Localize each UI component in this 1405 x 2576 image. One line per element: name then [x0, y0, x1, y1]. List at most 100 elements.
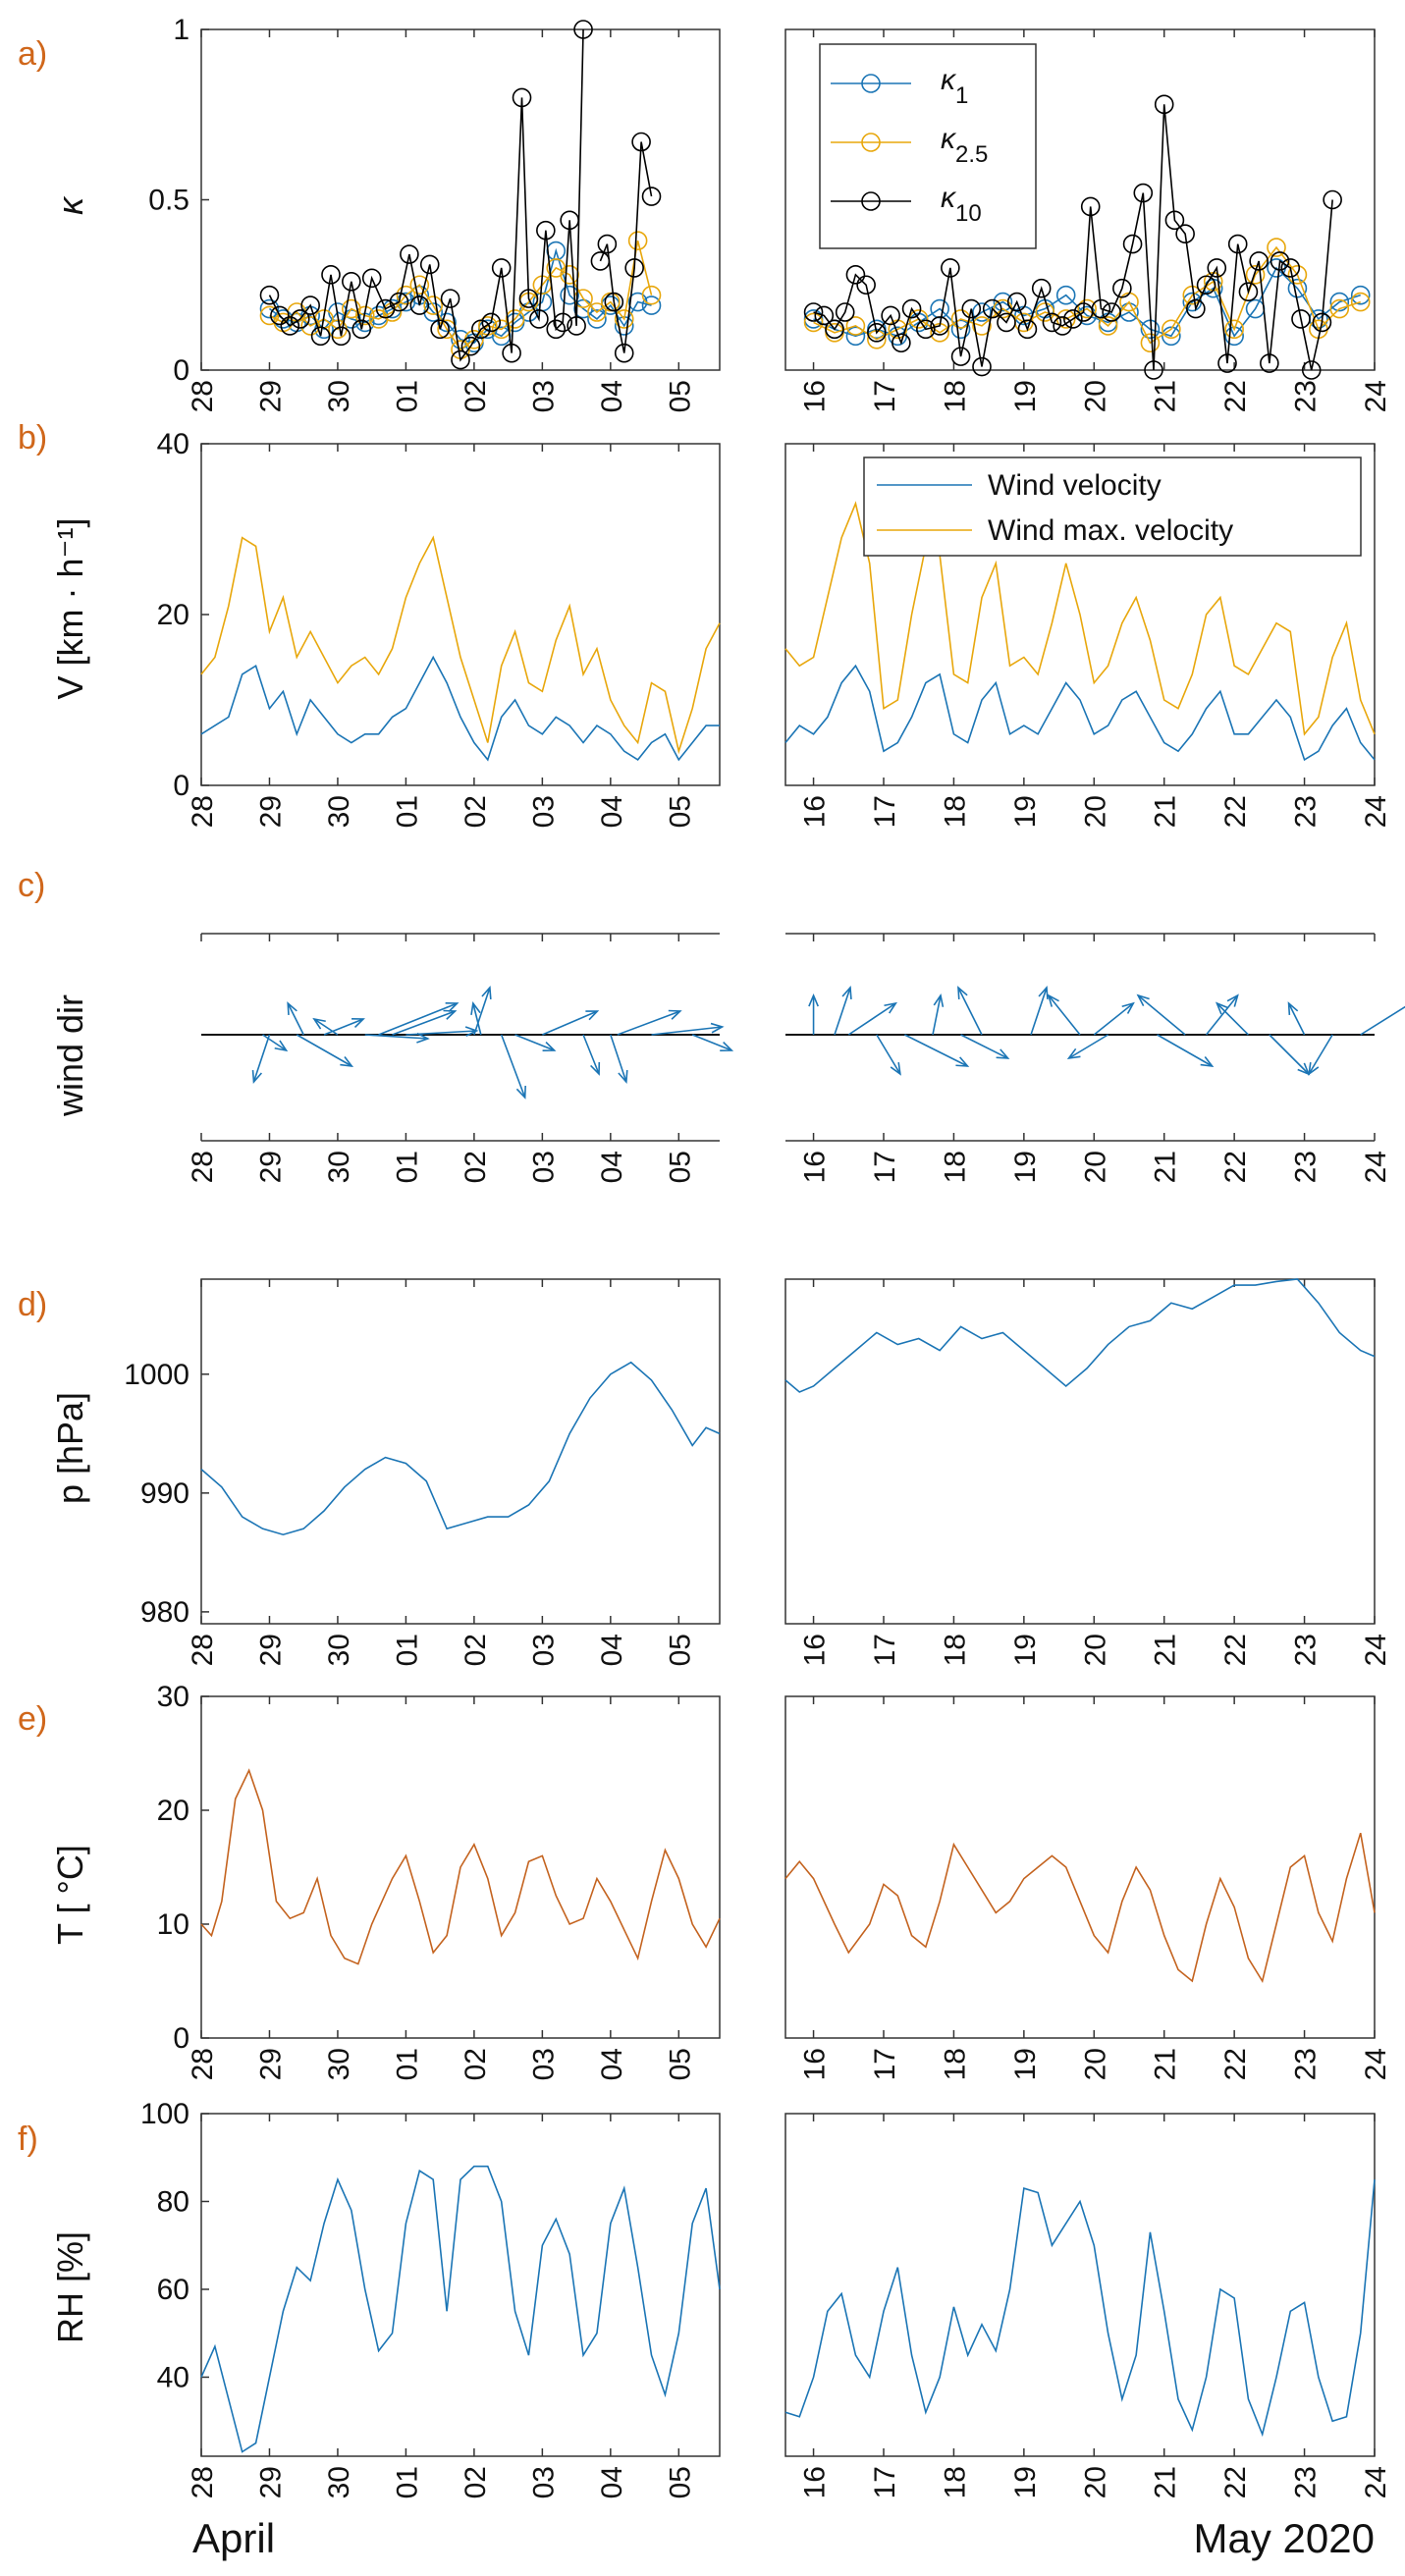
x-tick-label: 30 — [323, 380, 355, 412]
data-marker — [631, 132, 651, 152]
x-tick-label: 05 — [664, 795, 696, 828]
wind-vector-head — [1047, 993, 1059, 1007]
axes-frame — [784, 28, 1376, 371]
data-marker — [814, 305, 835, 326]
x-tick-label: 02 — [459, 2048, 492, 2080]
legend-swatch-marker — [861, 191, 881, 211]
data-marker — [1350, 285, 1371, 305]
x-tick-label: 23 — [1290, 2466, 1323, 2498]
data-marker — [587, 302, 607, 322]
wind-vector — [1205, 994, 1239, 1036]
x-tick-label: 18 — [939, 1151, 971, 1183]
wind-vector — [582, 1034, 600, 1075]
series-line — [784, 664, 1376, 762]
wind-vector-head — [808, 993, 819, 1007]
x-tick-label: 29 — [254, 2048, 287, 2080]
data-marker — [290, 309, 310, 329]
wind-vector — [472, 1002, 482, 1036]
wind-vector-head — [841, 986, 852, 1000]
x-tick-label: 23 — [1290, 1634, 1323, 1666]
x-tick-label: 01 — [391, 380, 423, 412]
wind-vector — [1216, 1002, 1249, 1036]
data-marker — [259, 298, 280, 319]
wind-vector — [932, 994, 942, 1036]
data-marker — [560, 285, 579, 305]
data-marker — [1140, 333, 1161, 353]
y-tick-label: 30 — [157, 1681, 189, 1713]
data-marker — [1077, 298, 1097, 319]
axes-frame — [200, 2113, 721, 2457]
x-tick-label: 04 — [596, 2048, 628, 2080]
data-marker — [1217, 353, 1237, 373]
data-marker — [1006, 292, 1027, 312]
data-marker — [1260, 353, 1279, 373]
x-tick-label: 28 — [187, 2466, 219, 2498]
series-line — [268, 28, 584, 362]
x-tick-label: 30 — [323, 1151, 355, 1183]
data-marker — [1154, 94, 1174, 115]
wind-vector — [610, 1034, 627, 1083]
data-marker — [845, 316, 866, 336]
wind-vector-head — [542, 1041, 557, 1052]
x-tick-label: 29 — [254, 1634, 287, 1666]
data-marker — [972, 356, 992, 377]
data-marker — [419, 254, 440, 275]
data-marker — [641, 187, 662, 206]
data-marker — [908, 309, 929, 329]
data-marker — [1245, 265, 1266, 285]
data-marker — [1270, 251, 1290, 271]
x-tick-label: 01 — [391, 795, 423, 828]
data-marker — [1287, 278, 1308, 298]
data-marker — [1224, 319, 1244, 340]
x-tick-label: 20 — [1079, 2048, 1111, 2080]
x-tick-label: 30 — [323, 2466, 355, 2498]
data-marker — [916, 319, 936, 340]
x-tick-label: 21 — [1150, 2048, 1182, 2080]
data-marker — [1091, 298, 1111, 319]
wind-vector-head — [1066, 1047, 1081, 1060]
data-marker — [972, 316, 992, 336]
axes-frame — [200, 443, 721, 786]
wind-vector — [691, 1034, 732, 1051]
x-tick-label: 17 — [869, 2466, 901, 2498]
wind-vector-head — [1215, 1001, 1228, 1015]
data-marker — [614, 343, 634, 363]
axes-left: 28 29 30 01 02 03 04 05 980 990 1000 — [124, 1278, 721, 1666]
panel-letter: f) — [18, 2120, 38, 2158]
legend-entry: Wind velocity — [988, 469, 1162, 502]
wind-vector — [834, 987, 851, 1036]
data-marker — [1287, 265, 1308, 285]
x-tick-label: 03 — [527, 1634, 560, 1666]
wind-vector — [876, 1034, 901, 1075]
x-tick-label: 18 — [939, 2048, 971, 2080]
data-marker — [505, 309, 525, 329]
data-marker — [901, 298, 922, 319]
data-marker — [892, 333, 911, 353]
wind-vector-head — [957, 986, 968, 1000]
data-marker — [430, 319, 450, 340]
wind-vector-head — [515, 1085, 526, 1100]
y-tick-label: 1000 — [124, 1359, 189, 1391]
wind-vector-head — [251, 1069, 263, 1084]
wind-vector — [1048, 994, 1081, 1036]
data-marker — [1227, 234, 1248, 254]
series-line — [784, 1278, 1376, 1393]
legend-entry-sub: 1 — [955, 82, 968, 109]
month-label-april: April — [192, 2515, 275, 2561]
data-marker — [1162, 326, 1181, 347]
data-marker — [270, 305, 290, 326]
data-marker — [1031, 278, 1052, 298]
legend-entry-sub: 2.5 — [955, 141, 988, 168]
data-marker — [624, 258, 644, 278]
wind-vector — [1093, 1002, 1134, 1036]
x-tick-label: 04 — [596, 1151, 628, 1183]
data-marker — [440, 289, 460, 308]
data-marker — [536, 220, 556, 241]
data-marker — [471, 319, 491, 340]
x-tick-label: 21 — [1150, 1151, 1182, 1183]
panel-letter: c) — [18, 867, 45, 904]
x-tick-label: 24 — [1360, 795, 1392, 828]
x-tick-label: 29 — [254, 380, 287, 412]
